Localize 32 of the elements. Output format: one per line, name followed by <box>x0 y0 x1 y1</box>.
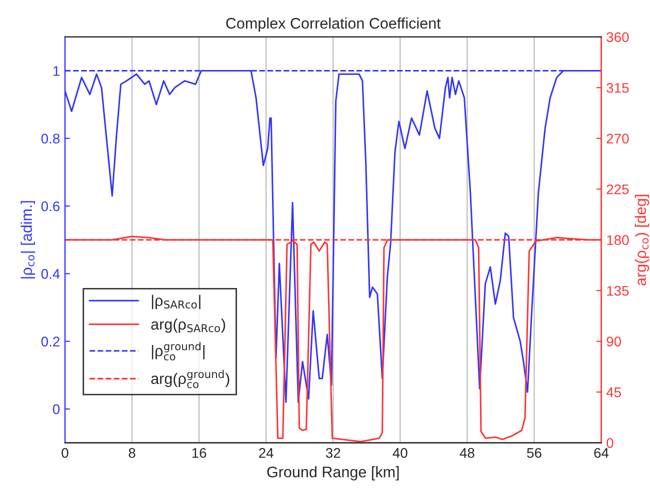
legend-label: |ρ$_{SARco}$| <box>152 294 200 310</box>
y-tick-label: 0.8 <box>41 134 60 144</box>
y-tick-label: 0.2 <box>41 336 60 346</box>
y-tick-label: 1 <box>53 66 60 76</box>
x-tick-label: 0 <box>62 448 68 458</box>
x-tick-label: 56 <box>527 448 542 458</box>
y2-tick-label: 270 <box>606 134 629 144</box>
x-tick-label: 40 <box>392 448 408 458</box>
legend-label: arg(ρ$_{SARco}$) <box>151 318 226 333</box>
y-axis-title: |ρ$_{co}$| [adim.] <box>20 201 36 278</box>
text: |ρ$^{ground}$$_{co}$| <box>152 342 204 360</box>
x-tick-label: 64 <box>594 448 609 458</box>
y2-axis-title: arg(ρ$_{co}$) [deg] <box>634 194 650 286</box>
chart-title: Complex Correlation Coefficient <box>226 17 441 32</box>
y2-tick-label: 135 <box>607 286 629 296</box>
y2-tick-label: 0 <box>606 438 614 448</box>
x-tick-label: 8 <box>128 448 136 458</box>
x-axis-title: Ground Range [km] <box>267 466 399 480</box>
x-tick-label: 16 <box>192 448 206 458</box>
y2-tick-label: 315 <box>606 82 629 93</box>
text: arg(ρ$^{ground}$$_{co}$) <box>151 370 230 388</box>
y2-tick-label: 360 <box>606 32 629 42</box>
y-tick-label: 0.4 <box>41 269 60 279</box>
y2-tick-label: 225 <box>606 184 629 194</box>
y2-tick-label: 90 <box>606 336 622 346</box>
y-tick-label: 0 <box>52 404 60 414</box>
y2-tick-label: 180 <box>607 235 629 246</box>
y-tick-label: 0.6 <box>41 201 60 212</box>
x-tick-label: 32 <box>326 448 340 458</box>
x-tick-label: 24 <box>259 448 274 458</box>
y2-tick-label: 45 <box>606 388 621 398</box>
x-tick-label: 48 <box>460 448 474 458</box>
